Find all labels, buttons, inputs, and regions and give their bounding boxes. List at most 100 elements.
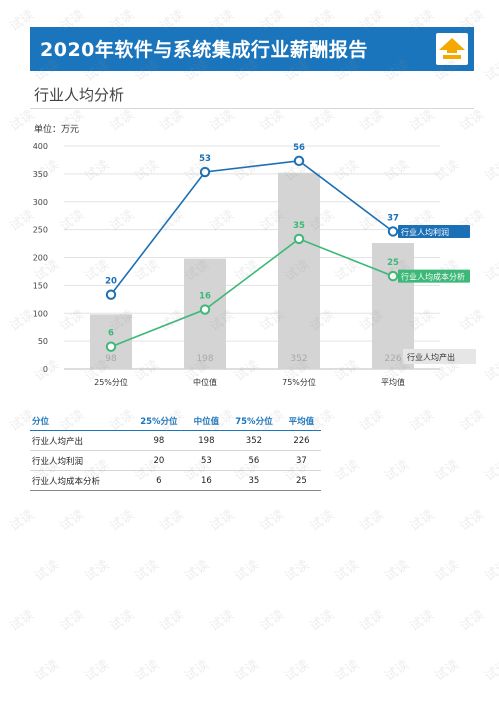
table-cell: 53 (186, 450, 226, 471)
point-value-label: 53 (199, 154, 211, 164)
watermark-text: 试读 (332, 457, 363, 485)
watermark-text: 试读 (307, 507, 338, 535)
watermark-text: 试读 (57, 507, 88, 535)
table-header-cell: 中位值 (186, 411, 226, 431)
watermark-text: 试读 (282, 657, 313, 685)
table-cell: 56 (225, 450, 282, 471)
y-tick-label: 300 (33, 198, 48, 207)
table-row: 行业人均利润 20 53 56 37 (30, 450, 321, 471)
table-cell: 198 (186, 430, 226, 451)
point-value-label: 20 (105, 277, 117, 287)
watermark-text: 试读 (182, 557, 213, 585)
y-tick-label: 0 (43, 365, 48, 374)
table-header-cell: 分位 (30, 411, 131, 431)
x-tick-label: 中位值 (193, 377, 217, 387)
table-cell: 16 (186, 470, 226, 491)
bar-series-tag-label: 行业人均产出 (407, 352, 455, 362)
table-cell: 352 (225, 430, 282, 451)
watermark-text: 试读 (432, 557, 463, 585)
watermark-text: 试读 (482, 457, 499, 485)
data-table: 分位 25%分位 中位值 75%分位 平均值 行业人均产出 98 198 352… (30, 411, 321, 491)
watermark-text: 试读 (457, 407, 488, 435)
section-divider (30, 108, 474, 109)
watermark-text: 试读 (207, 507, 238, 535)
watermark-text: 试读 (282, 557, 313, 585)
table-cell: 37 (281, 450, 321, 471)
point-value-label: 6 (108, 329, 114, 339)
industry-per-capita-chart: 0 50 100 150 200 250 300 350 400 98 198 352 226 25%分位… (33, 142, 476, 387)
series-point (387, 226, 399, 237)
point-value-label: 35 (293, 221, 305, 231)
watermark-text: 试读 (207, 607, 238, 635)
watermark-text: 试读 (7, 507, 38, 535)
watermark-text: 试读 (32, 557, 63, 585)
y-tick-label: 150 (33, 281, 48, 290)
y-tick-label: 100 (33, 309, 48, 318)
watermark-text: 试读 (182, 657, 213, 685)
watermark-text: 试读 (257, 507, 288, 535)
watermark-text: 试读 (407, 407, 438, 435)
x-tick-label: 25%分位 (94, 377, 128, 387)
up-arrow-logo-icon (436, 33, 468, 65)
table-header-cell: 平均值 (281, 411, 321, 431)
watermark-text: 试读 (307, 607, 338, 635)
series-line (110, 160, 394, 296)
series-point (105, 341, 117, 352)
watermark-text: 试读 (132, 657, 163, 685)
watermark-text: 试读 (232, 657, 263, 685)
series-point (293, 233, 305, 245)
series-point (293, 155, 305, 167)
watermark-text: 试读 (57, 607, 88, 635)
bar-series-tag (403, 349, 476, 364)
watermark-text: 试读 (482, 657, 499, 685)
bar (372, 243, 414, 369)
series-line (110, 238, 394, 348)
watermark-text: 试读 (382, 457, 413, 485)
y-tick-label: 350 (33, 170, 48, 179)
watermark-text: 试读 (432, 457, 463, 485)
table-header-cell: 25%分位 (130, 411, 187, 431)
point-value-label: 37 (387, 213, 399, 223)
watermark-text: 试读 (82, 657, 113, 685)
point-value-label: 56 (293, 143, 305, 153)
watermark-text: 试读 (107, 507, 138, 535)
x-tick-label: 平均值 (381, 377, 405, 387)
point-value-label: 16 (199, 292, 211, 302)
table-header-row: 分位 25%分位 中位值 75%分位 平均值 (30, 411, 321, 431)
watermark-text: 试读 (432, 657, 463, 685)
watermark-text: 试读 (407, 507, 438, 535)
watermark-text: 试读 (157, 507, 188, 535)
table-cell: 98 (130, 430, 187, 451)
section-title: 行业人均分析 (34, 86, 125, 104)
table-row-label: 行业人均成本分析 (30, 470, 131, 491)
watermark-text: 试读 (257, 607, 288, 635)
watermark-text: 试读 (382, 557, 413, 585)
watermark-text: 试读 (232, 557, 263, 585)
series-tag-label: 行业人均成本分析 (401, 272, 465, 282)
report-title: 2020年软件与系统集成行业薪酬报告 (40, 39, 368, 61)
report-header: 2020年软件与系统集成行业薪酬报告 (30, 27, 474, 71)
watermark-text: 试读 (407, 607, 438, 635)
y-tick-label: 50 (38, 337, 48, 346)
table-cell: 35 (225, 470, 282, 491)
bar-value-label: 352 (290, 354, 307, 364)
series-point (387, 270, 399, 282)
watermark-text: 试读 (332, 657, 363, 685)
watermark-text: 试读 (357, 507, 388, 535)
watermark-text: 试读 (457, 507, 488, 535)
bar-value-label: 198 (196, 354, 213, 364)
bar-value-label: 98 (105, 354, 117, 364)
table-row-label: 行业人均产出 (30, 430, 131, 451)
watermark-text: 试读 (457, 607, 488, 635)
y-tick-label: 400 (33, 142, 48, 151)
watermark-text: 试读 (107, 607, 138, 635)
table-row: 行业人均成本分析 6 16 35 25 (30, 470, 321, 491)
watermark-text: 试读 (332, 557, 363, 585)
table-cell: 6 (130, 470, 187, 491)
watermark-text: 试读 (32, 657, 63, 685)
watermark-text: 试读 (7, 607, 38, 635)
y-tick-label: 250 (33, 226, 48, 235)
point-value-label: 25 (387, 258, 399, 268)
table-cell: 226 (281, 430, 321, 451)
watermark-text: 试读 (357, 607, 388, 635)
